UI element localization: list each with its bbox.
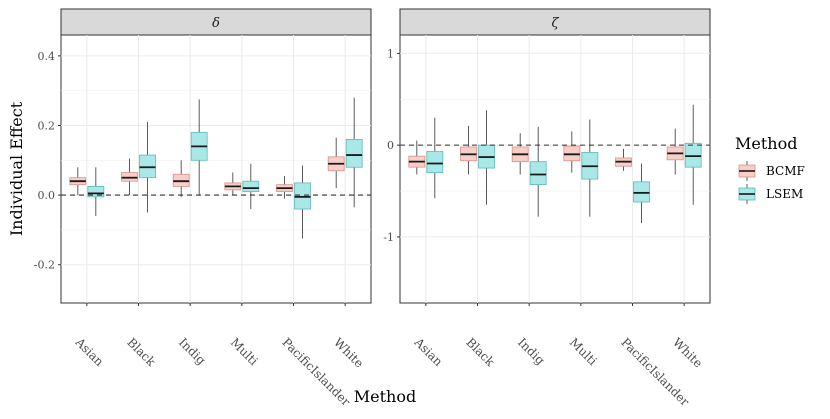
legend-key-bcmf: [738, 161, 756, 181]
legend-label-bcmf: BCMF: [766, 164, 805, 178]
y-tick-label: 0.0: [38, 189, 56, 202]
legend-key-lsem: [738, 184, 756, 204]
box-delta-lsem-white: [345, 139, 363, 168]
x-tick-label-black: Black: [463, 335, 497, 369]
y-ticks-delta: -0.2 0.0 0.2 0.4: [34, 50, 61, 272]
plot-area-delta: [60, 34, 372, 304]
legend: Method BCMF LSEM: [735, 134, 805, 204]
legend-label-lsem: LSEM: [766, 187, 803, 201]
box-zeta-lsem-indig: [529, 161, 547, 186]
panel-zeta: ζ -101 Asian Black Indig Multi PacificIsland…: [383, 8, 711, 409]
strip-delta: [60, 8, 372, 36]
y-ticks-zeta: -1 0 1: [383, 47, 400, 244]
grid-delta: [61, 35, 371, 303]
y-tick-label: -1: [383, 231, 394, 244]
y-tick-label: 0.4: [38, 50, 56, 63]
grid-zeta: [400, 35, 710, 303]
panel-delta: δ -0.20.00.20.4 Asian Black Indig Multi Paci…: [34, 8, 372, 409]
y-tick-label: 1: [387, 47, 394, 60]
legend-title: Method: [735, 134, 797, 153]
x-tick-label-asian: Asian: [411, 335, 446, 370]
x-tick-label-multi: Multi: [228, 335, 261, 368]
x-tick-label-multi: Multi: [567, 335, 600, 368]
x-tick-label-black: Black: [124, 335, 158, 369]
x-tick-label-indig: Indig: [515, 335, 548, 368]
plot-area-zeta: [399, 34, 711, 304]
x-tick-label-indig: Indig: [176, 335, 209, 368]
y-tick-label: 0.2: [38, 119, 56, 132]
box-zeta-lsem-pacificislander: [633, 181, 650, 203]
strip-label-delta: δ: [212, 16, 220, 31]
box-zeta-lsem-asian: [426, 151, 444, 174]
box-zeta-bcmf-multi: [563, 145, 581, 162]
boxes-zeta: [400, 104, 710, 224]
boxes-delta: [61, 97, 371, 239]
x-tick-label-white: White: [670, 335, 705, 370]
box-delta-lsem-multi: [242, 180, 260, 193]
x-axis-title: Method: [354, 387, 416, 406]
box-delta-lsem-asian: [87, 186, 105, 198]
y-tick-label: -0.2: [34, 259, 55, 272]
strip-label-zeta: ζ: [551, 16, 559, 31]
x-tick-label-asian: Asian: [72, 335, 107, 370]
y-axis-title: Individual Effect: [7, 101, 26, 236]
box-zeta-lsem-white: [684, 142, 702, 168]
y-tick-label: 0: [387, 139, 394, 152]
x-tick-label-white: White: [331, 335, 366, 370]
strip-zeta: [399, 8, 711, 36]
